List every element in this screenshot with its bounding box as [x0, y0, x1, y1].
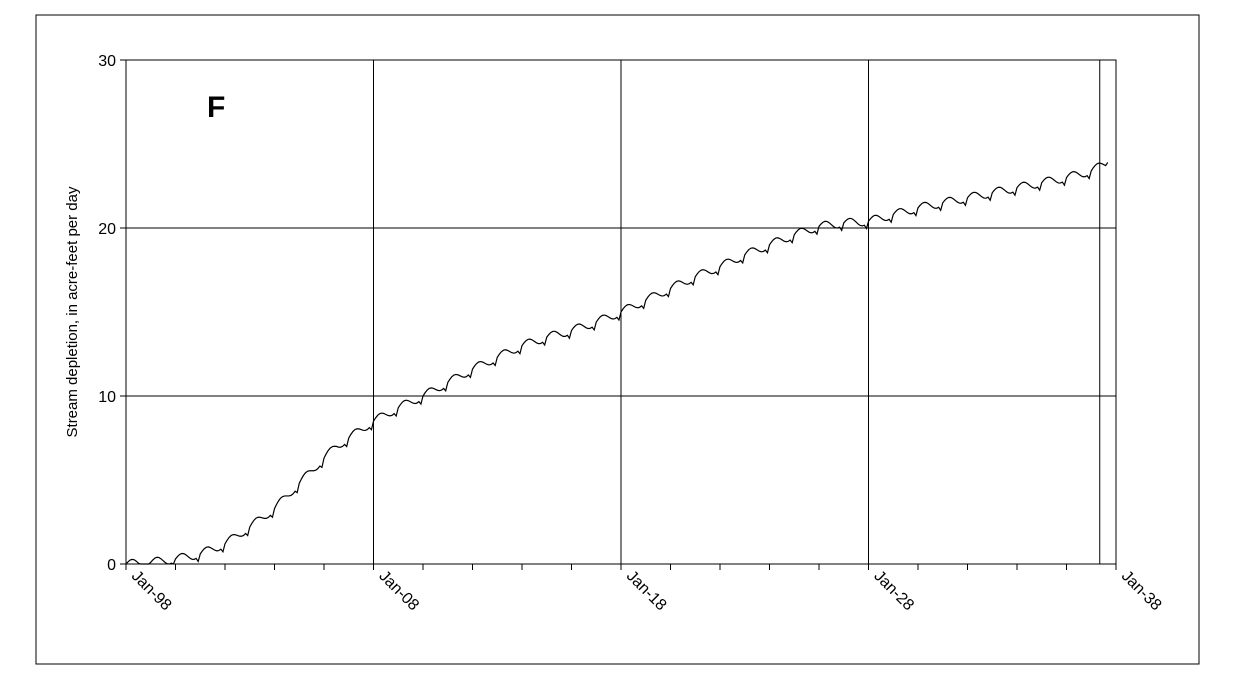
y-tick-label: 30 [98, 53, 116, 70]
x-tick-label: Jan-38 [1118, 568, 1165, 615]
label-layer: 0 10 20 30 Jan-98 Jan-08 Jan-18 Jan-28 Jan-38 [98, 53, 1164, 614]
series-line-0 [125, 162, 1109, 565]
axis-layer [120, 59, 1117, 570]
outer-frame [35, 14, 1200, 665]
y-axis-title: Stream depletion, in acre-feet per day [64, 186, 81, 437]
y-tick-label: 20 [98, 221, 116, 238]
series-layer [125, 162, 1109, 565]
x-tick-label: Jan-18 [623, 568, 670, 615]
panel-letter: F [207, 91, 225, 124]
x-tick-label: Jan-28 [870, 568, 917, 615]
x-tick-label: Jan-98 [128, 568, 175, 615]
y-tick-label: 10 [98, 389, 116, 406]
x-tick-label: Jan-08 [375, 568, 422, 615]
grid-layer [126, 60, 1116, 564]
y-tick-label: 0 [107, 557, 116, 574]
